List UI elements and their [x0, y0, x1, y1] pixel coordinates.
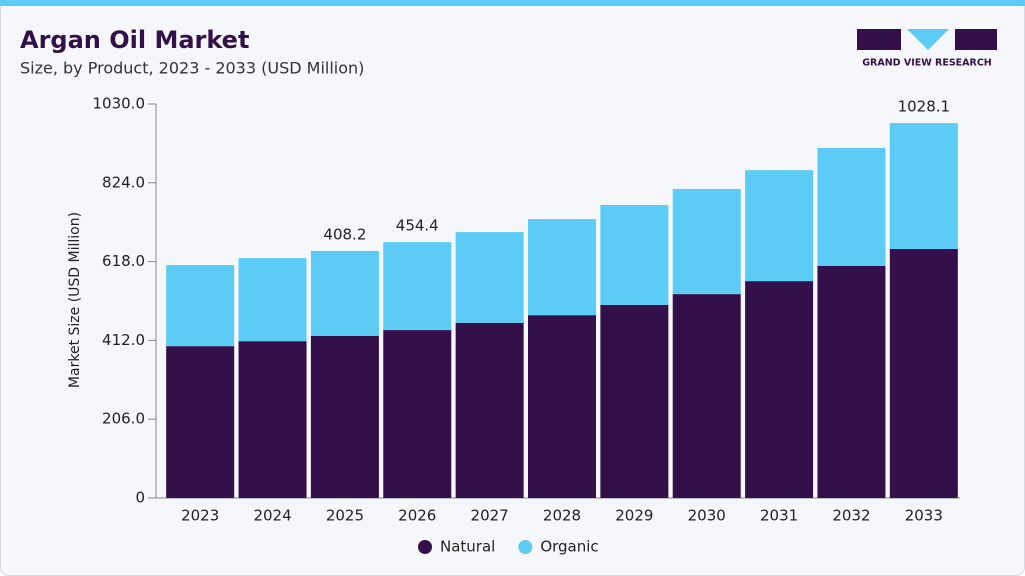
y-tick-label: 1030.0	[93, 95, 146, 113]
annotation: 408.2	[323, 225, 366, 243]
chart-subtitle: Size, by Product, 2023 - 2033 (USD Milli…	[20, 59, 364, 78]
bar-segment	[745, 281, 814, 498]
logo-block	[955, 29, 997, 50]
bar-segment	[600, 204, 669, 305]
bar-segment	[600, 304, 669, 498]
bar-segment	[310, 250, 379, 336]
bar-segment	[238, 258, 307, 342]
logo-text: GRAND VIEW RESEARCH	[862, 58, 992, 69]
x-tick-label: 2032	[832, 507, 870, 525]
x-tick-label: 2023	[181, 507, 219, 525]
legend-label: Organic	[540, 538, 598, 556]
bar-segment	[383, 242, 452, 331]
y-axis-label: Market Size (USD Million)	[67, 212, 83, 388]
legend-swatch	[418, 540, 432, 554]
x-tick-label: 2031	[760, 507, 798, 525]
logo: GRAND VIEW RESEARCH	[857, 29, 997, 69]
bar-segment	[889, 248, 958, 498]
legend-label: Natural	[440, 538, 495, 556]
x-tick-label: 2028	[543, 507, 581, 525]
bar-segment	[310, 335, 379, 498]
annotation: 454.4	[396, 217, 439, 235]
bar-segment	[672, 294, 741, 498]
x-tick-label: 2030	[688, 507, 726, 525]
x-tick-label: 2027	[471, 507, 509, 525]
bar-segment	[455, 322, 524, 498]
x-tick-label: 2024	[253, 507, 291, 525]
y-tick-label: 824.0	[102, 173, 145, 191]
chart-title: Argan Oil Market	[20, 26, 249, 54]
x-tick-label: 2026	[398, 507, 436, 525]
bar-segment	[528, 315, 596, 498]
bar-segment	[238, 341, 307, 498]
y-tick-label: 412.0	[102, 331, 145, 349]
bar-segment	[672, 188, 741, 295]
bar-segment	[528, 219, 596, 316]
bar-segment	[817, 265, 886, 498]
y-tick-label: 206.0	[102, 410, 145, 428]
bar-segment	[455, 232, 524, 323]
y-tick-label: 0	[135, 489, 145, 507]
bar-segment	[745, 170, 814, 282]
x-tick-label: 2029	[615, 507, 653, 525]
annotation: 1028.1	[898, 98, 951, 116]
logo-block	[857, 29, 901, 50]
top-strip	[0, 0, 1025, 6]
bar-segment	[817, 147, 886, 266]
bar-segment	[166, 265, 235, 347]
x-tick-label: 2033	[905, 507, 943, 525]
bar-segment	[889, 123, 958, 249]
x-tick-label: 2025	[326, 507, 364, 525]
legend-swatch	[518, 540, 533, 554]
y-tick-label: 618.0	[102, 252, 145, 270]
bar-segment	[166, 346, 235, 498]
logo-triangle	[907, 29, 949, 50]
bar-segment	[383, 330, 452, 498]
